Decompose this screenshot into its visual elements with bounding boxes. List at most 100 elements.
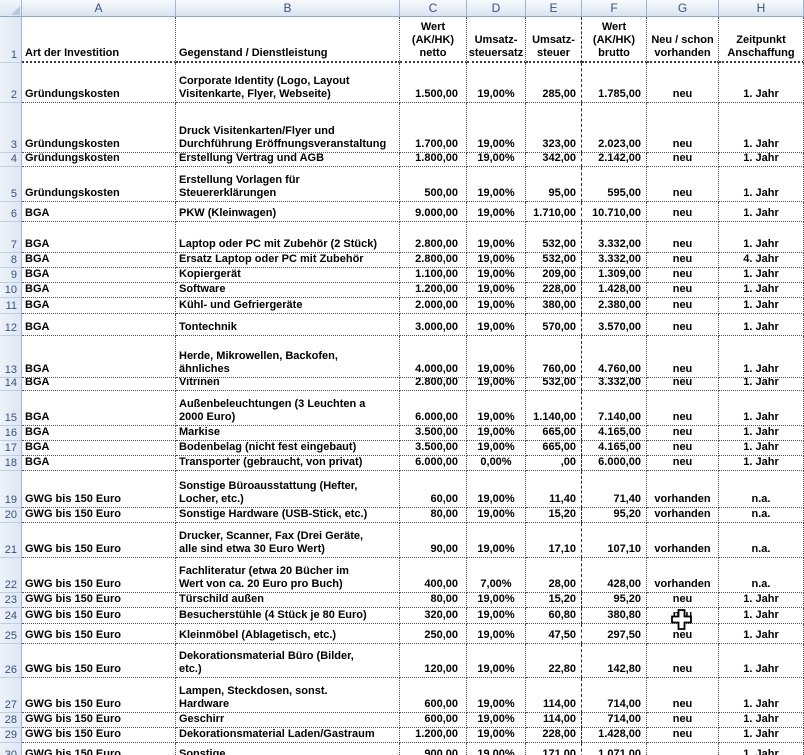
cell-C11[interactable]: 2.000,00 <box>400 298 467 314</box>
cell-G21[interactable]: vorhanden <box>647 523 719 558</box>
cell-E3[interactable]: 323,00 <box>526 103 582 153</box>
cell-B14[interactable]: Vitrinen <box>176 378 400 391</box>
row-header-2[interactable]: 2 <box>0 63 22 103</box>
cell-A28[interactable]: GWG bis 150 Euro <box>22 713 176 728</box>
cell-G15[interactable]: neu <box>647 391 719 426</box>
cell-G1[interactable]: Neu / schon vorhanden <box>647 17 719 63</box>
cell-F9[interactable]: 1.309,00 <box>582 268 647 283</box>
cell-B27[interactable]: Lampen, Steckdosen, sonst. Hardware <box>176 678 400 713</box>
cell-B3[interactable]: Druck Visitenkarten/Flyer und Durchführu… <box>176 103 400 153</box>
cell-H24[interactable]: 1. Jahr <box>719 608 804 624</box>
cell-H19[interactable]: n.a. <box>719 471 804 508</box>
cell-H11[interactable]: 1. Jahr <box>719 298 804 314</box>
cell-G12[interactable]: neu <box>647 314 719 336</box>
cell-F17[interactable]: 4.165,00 <box>582 441 647 456</box>
cell-F11[interactable]: 2.380,00 <box>582 298 647 314</box>
cell-D1[interactable]: Umsatz- steuersatz <box>467 17 526 63</box>
row-header-17[interactable]: 17 <box>0 441 22 456</box>
cell-D12[interactable]: 19,00% <box>467 314 526 336</box>
cell-E13[interactable]: 760,00 <box>526 336 582 378</box>
cell-C5[interactable]: 500,00 <box>400 167 467 202</box>
cell-B15[interactable]: Außenbeleuchtungen (3 Leuchten a 2000 Eu… <box>176 391 400 426</box>
cell-B1[interactable]: Gegenstand / Dienstleistung <box>176 17 400 63</box>
cell-D21[interactable]: 19,00% <box>467 523 526 558</box>
cell-B29[interactable]: Dekorationsmaterial Laden/Gastraum <box>176 728 400 743</box>
cell-D20[interactable]: 19,00% <box>467 508 526 523</box>
row-header-4[interactable]: 4 <box>0 153 22 167</box>
row-header-29[interactable]: 29 <box>0 728 22 743</box>
cell-A26[interactable]: GWG bis 150 Euro <box>22 644 176 678</box>
cell-G26[interactable]: neu <box>647 644 719 678</box>
row-header-18[interactable]: 18 <box>0 456 22 471</box>
cell-B16[interactable]: Markise <box>176 426 400 441</box>
row-header-14[interactable]: 14 <box>0 377 22 391</box>
cell-H13[interactable]: 1. Jahr <box>719 336 804 378</box>
column-header-E[interactable]: E <box>526 0 582 17</box>
cell-A10[interactable]: BGA <box>22 283 176 298</box>
cell-F24[interactable]: 380,80 <box>582 608 647 624</box>
cell-D19[interactable]: 19,00% <box>467 471 526 508</box>
cell-E19[interactable]: 11,40 <box>526 471 582 508</box>
cell-F19[interactable]: 71,40 <box>582 471 647 508</box>
cell-B20[interactable]: Sonstige Hardware (USB-Stick, etc.) <box>176 508 400 523</box>
cell-D26[interactable]: 19,00% <box>467 644 526 678</box>
cell-G18[interactable]: neu <box>647 456 719 471</box>
cell-G20[interactable]: vorhanden <box>647 508 719 523</box>
cell-E10[interactable]: 228,00 <box>526 283 582 298</box>
cell-C15[interactable]: 6.000,00 <box>400 391 467 426</box>
cell-G8[interactable]: neu <box>647 253 719 268</box>
cell-E18[interactable]: ,00 <box>526 456 582 471</box>
cell-G5[interactable]: neu <box>647 167 719 202</box>
cell-H16[interactable]: 1. Jahr <box>719 426 804 441</box>
row-header-3[interactable]: 3 <box>0 103 22 153</box>
cell-H8[interactable]: 4. Jahr <box>719 253 804 268</box>
cell-D29[interactable]: 19,00% <box>467 728 526 743</box>
cell-A2[interactable]: Gründungskosten <box>22 63 176 103</box>
cell-E26[interactable]: 22,80 <box>526 644 582 678</box>
cell-C30[interactable]: 900,00 <box>400 743 467 755</box>
cell-H5[interactable]: 1. Jahr <box>719 167 804 202</box>
cell-F26[interactable]: 142,80 <box>582 644 647 678</box>
cell-F16[interactable]: 4.165,00 <box>582 426 647 441</box>
row-header-25[interactable]: 25 <box>0 624 22 644</box>
row-header-10[interactable]: 10 <box>0 283 22 298</box>
cell-C21[interactable]: 90,00 <box>400 523 467 558</box>
cell-B19[interactable]: Sonstige Büroausstattung (Hefter, Locher… <box>176 471 400 508</box>
cell-C26[interactable]: 120,00 <box>400 644 467 678</box>
row-header-30[interactable]: 30 <box>0 743 22 755</box>
cell-F13[interactable]: 4.760,00 <box>582 336 647 378</box>
column-header-A[interactable]: A <box>22 0 176 17</box>
cell-G9[interactable]: neu <box>647 268 719 283</box>
cell-B18[interactable]: Transporter (gebraucht, von privat) <box>176 456 400 471</box>
cell-B24[interactable]: Besucherstühle (4 Stück je 80 Euro) <box>176 608 400 624</box>
cell-H25[interactable]: 1. Jahr <box>719 624 804 644</box>
cell-B22[interactable]: Fachliteratur (etwa 20 Bücher im Wert vo… <box>176 558 400 593</box>
cell-E1[interactable]: Umsatz- steuer <box>526 17 582 63</box>
cell-G14[interactable]: neu <box>647 378 719 391</box>
cell-E9[interactable]: 209,00 <box>526 268 582 283</box>
cell-F6[interactable]: 10.710,00 <box>582 202 647 222</box>
row-header-15[interactable]: 15 <box>0 391 22 426</box>
cell-H15[interactable]: 1. Jahr <box>719 391 804 426</box>
cell-E22[interactable]: 28,00 <box>526 558 582 593</box>
cell-A8[interactable]: BGA <box>22 253 176 268</box>
cell-E2[interactable]: 285,00 <box>526 63 582 103</box>
cell-F5[interactable]: 595,00 <box>582 167 647 202</box>
cell-G3[interactable]: neu <box>647 103 719 153</box>
cell-H12[interactable]: 1. Jahr <box>719 314 804 336</box>
cell-A21[interactable]: GWG bis 150 Euro <box>22 523 176 558</box>
cell-H21[interactable]: n.a. <box>719 523 804 558</box>
cell-B12[interactable]: Tontechnik <box>176 314 400 336</box>
cell-A24[interactable]: GWG bis 150 Euro <box>22 608 176 624</box>
cell-G16[interactable]: neu <box>647 426 719 441</box>
cell-E11[interactable]: 380,00 <box>526 298 582 314</box>
cell-C24[interactable]: 320,00 <box>400 608 467 624</box>
cell-B10[interactable]: Software <box>176 283 400 298</box>
cell-E29[interactable]: 228,00 <box>526 728 582 743</box>
row-header-9[interactable]: 9 <box>0 268 22 283</box>
cell-F18[interactable]: 6.000,00 <box>582 456 647 471</box>
cell-A6[interactable]: BGA <box>22 202 176 222</box>
select-all-corner[interactable] <box>0 0 22 17</box>
cell-A22[interactable]: GWG bis 150 Euro <box>22 558 176 593</box>
cell-A12[interactable]: BGA <box>22 314 176 336</box>
